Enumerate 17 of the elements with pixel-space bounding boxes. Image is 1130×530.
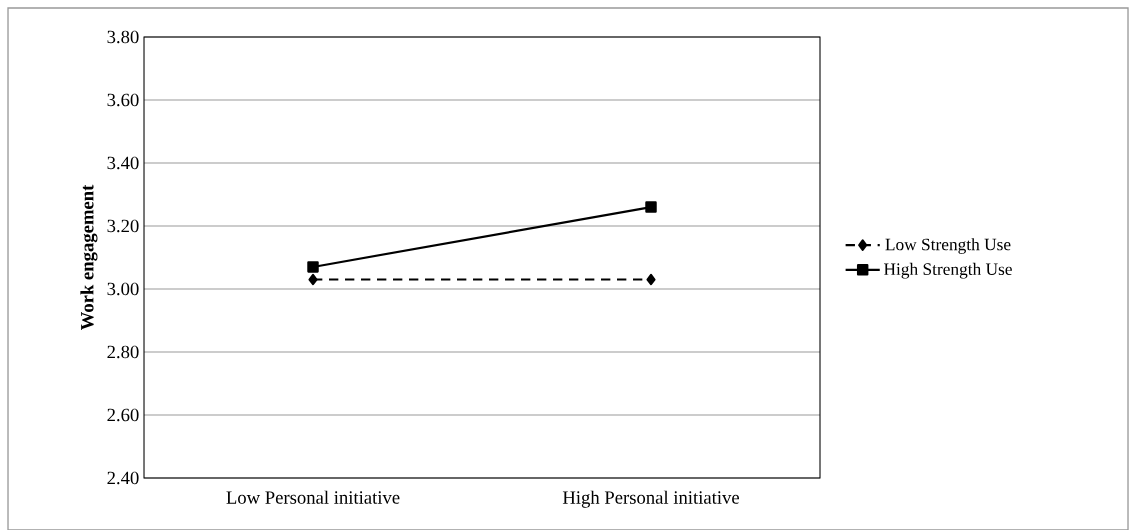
- y-axis-title: Work engagement: [80, 184, 98, 331]
- y-tick-label: 3.60: [107, 93, 139, 107]
- x-tick-label: Low Personal initiative: [226, 490, 400, 504]
- point: [645, 201, 657, 213]
- y-tick-label: 2.40: [107, 471, 139, 485]
- legend-label: Low Strength Use: [885, 238, 1011, 254]
- y-tick-label: 3.00: [107, 282, 139, 296]
- point: [307, 261, 319, 273]
- legend-label: High Strength Use: [883, 262, 1012, 279]
- y-tick-label: 3.20: [107, 219, 139, 233]
- point: [646, 273, 656, 286]
- x-tick-label: High Personal initiative: [562, 490, 740, 508]
- y-tick-label: 3.80: [107, 30, 139, 44]
- y-tick-label: 2.80: [107, 345, 139, 359]
- point: [308, 273, 318, 286]
- y-tick-label: 3.40: [107, 156, 139, 170]
- y-tick-label: 2.60: [107, 408, 139, 422]
